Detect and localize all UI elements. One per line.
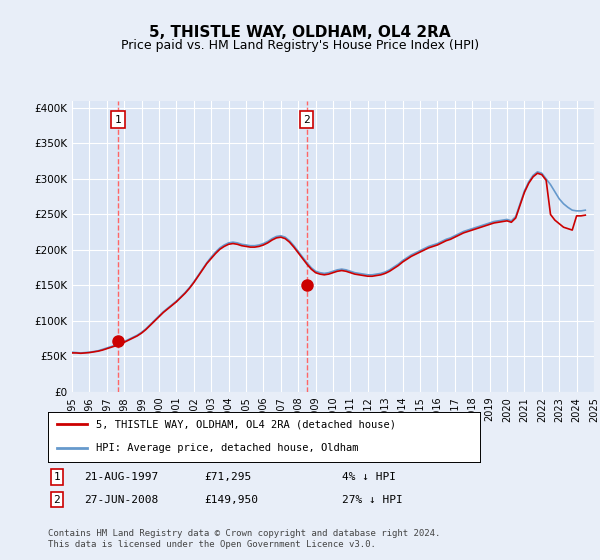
Text: HPI: Average price, detached house, Oldham: HPI: Average price, detached house, Oldh… <box>95 443 358 453</box>
Text: 2: 2 <box>53 494 61 505</box>
Text: Contains HM Land Registry data © Crown copyright and database right 2024.
This d: Contains HM Land Registry data © Crown c… <box>48 529 440 549</box>
Text: £71,295: £71,295 <box>204 472 251 482</box>
Text: 5, THISTLE WAY, OLDHAM, OL4 2RA: 5, THISTLE WAY, OLDHAM, OL4 2RA <box>149 25 451 40</box>
Text: 5, THISTLE WAY, OLDHAM, OL4 2RA (detached house): 5, THISTLE WAY, OLDHAM, OL4 2RA (detache… <box>95 419 395 429</box>
Text: 21-AUG-1997: 21-AUG-1997 <box>84 472 158 482</box>
Text: 1: 1 <box>53 472 61 482</box>
Text: 27-JUN-2008: 27-JUN-2008 <box>84 494 158 505</box>
Text: 1: 1 <box>115 115 121 125</box>
Text: Price paid vs. HM Land Registry's House Price Index (HPI): Price paid vs. HM Land Registry's House … <box>121 39 479 52</box>
Text: 2: 2 <box>304 115 310 125</box>
Text: £149,950: £149,950 <box>204 494 258 505</box>
Text: 27% ↓ HPI: 27% ↓ HPI <box>342 494 403 505</box>
Text: 4% ↓ HPI: 4% ↓ HPI <box>342 472 396 482</box>
